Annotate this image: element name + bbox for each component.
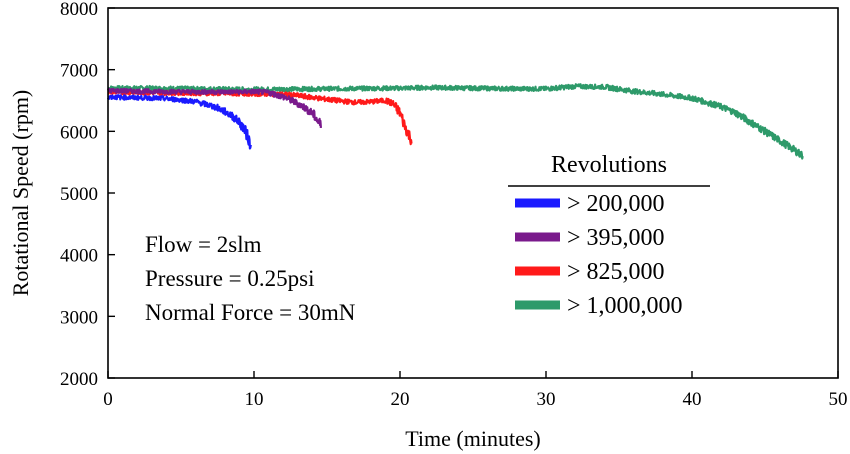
y-tick-label: 2000 [60, 369, 98, 390]
x-tick-label: 40 [683, 389, 702, 410]
x-axis-title: Time (minutes) [405, 426, 540, 451]
x-tick-label: 50 [829, 389, 848, 410]
plot-layer [106, 83, 804, 160]
series-line-2 [106, 87, 322, 128]
annotation-pressure: Pressure = 0.25psi [145, 266, 315, 291]
legend-label-3: > 825,000 [567, 259, 665, 285]
legend-items: > 200,000 > 395,000 > 825,000 > 1,000,000 [515, 191, 683, 319]
legend-label-4: > 1,000,000 [567, 293, 683, 319]
y-axis-title: Rotational Speed (rpm) [8, 90, 33, 297]
y-tick-label: 3000 [60, 307, 98, 328]
x-tick-label: 0 [103, 389, 113, 410]
annotation-normal-force: Normal Force = 30mN [145, 300, 356, 325]
legend-label-1: > 200,000 [567, 191, 665, 217]
legend-title: Revolutions [551, 152, 667, 178]
legend-label-2: > 395,000 [567, 225, 665, 251]
legend: Revolutions > 200,000> 395,000> 825,000>… [508, 152, 710, 319]
tick-layer: 0 10 20 30 40 50 2000 3000 4000 5000 6000 7000 8000 [60, 0, 848, 410]
annotation-flow: Flow = 2slm [145, 232, 262, 257]
x-tick-label: 10 [245, 389, 264, 410]
x-tick-label: 30 [537, 389, 556, 410]
series-line-1 [106, 94, 252, 150]
annotation-block: Flow = 2slm Pressure = 0.25psi Normal Fo… [145, 232, 356, 325]
y-tick-label: 7000 [60, 61, 98, 82]
y-tick-label: 5000 [60, 184, 98, 205]
y-tick-label: 6000 [60, 122, 98, 143]
y-tick-label: 8000 [60, 0, 98, 20]
y-tick-label: 4000 [60, 246, 98, 267]
x-tick-label: 20 [391, 389, 410, 410]
